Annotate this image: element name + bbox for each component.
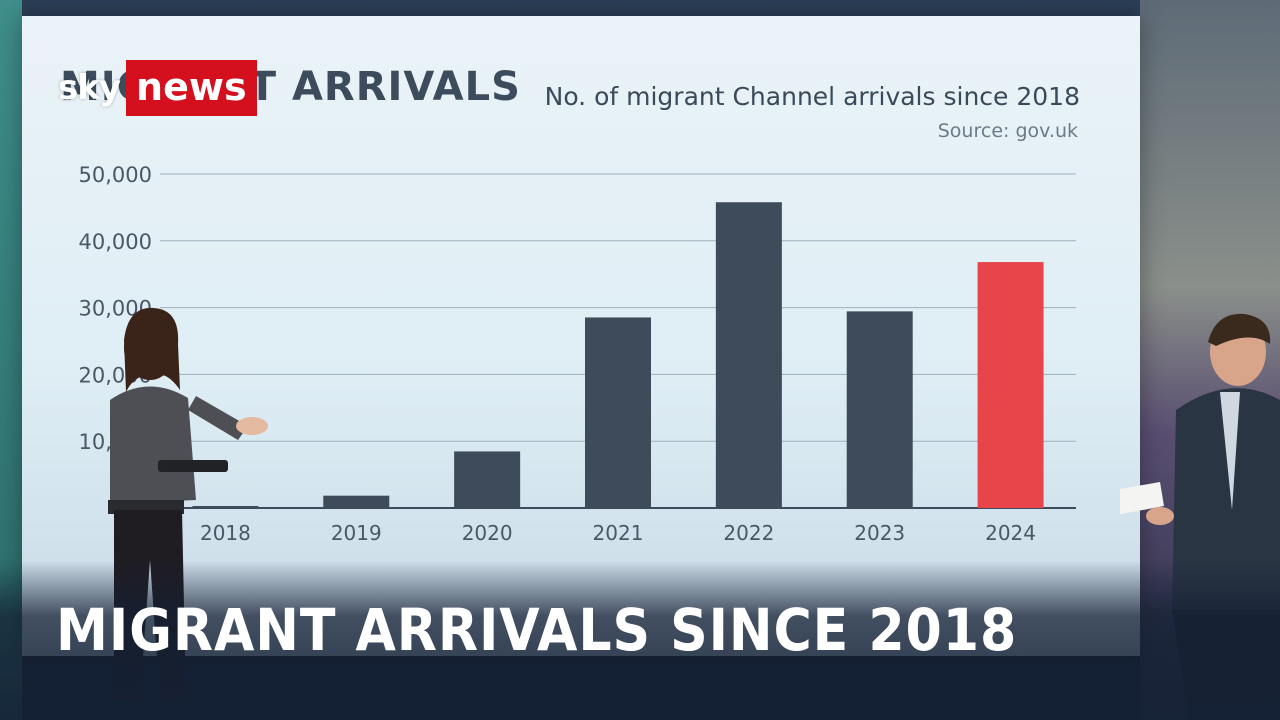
chart-title: No. of migrant Channel arrivals since 20… <box>544 82 1080 111</box>
bar-2024 <box>977 262 1044 508</box>
logo-news: news <box>126 60 257 116</box>
chart-source: Source: gov.uk <box>937 120 1078 142</box>
logo-sky: sky <box>58 68 121 108</box>
y-tick-label: 40,000 <box>79 230 152 254</box>
x-tick-label: 2021 <box>593 521 644 545</box>
x-tick-label: 2024 <box>985 521 1036 545</box>
y-tick-label: 50,000 <box>79 163 152 187</box>
bar-2020 <box>454 451 521 508</box>
bar-2019 <box>323 495 390 508</box>
broadcaster-logo: sky news <box>58 60 257 116</box>
x-tick-label: 2023 <box>854 521 905 545</box>
x-tick-label: 2018 <box>200 521 251 545</box>
lower-third-band <box>0 560 1280 720</box>
studio-wall-left <box>0 0 22 720</box>
x-tick-label: 2019 <box>331 521 382 545</box>
bar-2018 <box>192 506 259 508</box>
bar-2023 <box>846 311 913 508</box>
bar-2022 <box>715 202 782 508</box>
x-tick-label: 2022 <box>723 521 774 545</box>
x-tick-label: 2020 <box>462 521 513 545</box>
headline-caption: MIGRANT ARRIVALS SINCE 2018 <box>56 596 1018 664</box>
bar-2021 <box>585 317 651 508</box>
bar-chart: 10,00020,00030,00040,00050,0002018201920… <box>79 163 1076 545</box>
